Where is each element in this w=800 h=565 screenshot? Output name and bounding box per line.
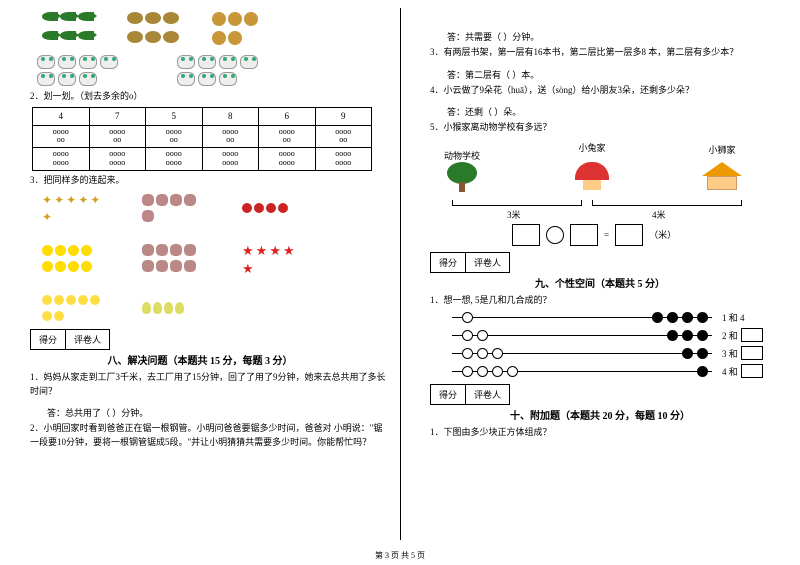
equals-sign: =	[604, 230, 609, 240]
frog-pictures	[37, 55, 388, 86]
grader-label-9: 评卷人	[465, 252, 510, 273]
equation-row: = （米）	[512, 224, 788, 246]
score-box-9: 得分 评卷人	[430, 252, 788, 273]
dl-4: 4 和	[722, 365, 738, 378]
cell-r2-6: oooooo	[315, 125, 372, 148]
stars-group: ✦✦✦✦✦✦	[42, 193, 102, 223]
question-9-1: 1．想一想, 5是几和几合成的？	[430, 294, 788, 308]
eq-box-2[interactable]	[570, 224, 598, 246]
cell-r3-3: oooooooo	[146, 148, 203, 171]
rabbit-house: 小兔家	[572, 139, 612, 196]
dots-line-4	[452, 371, 712, 372]
chicken-group	[212, 12, 272, 47]
smileys-group	[42, 243, 102, 273]
dl-2: 2 和	[722, 329, 738, 342]
score-label-9: 得分	[430, 252, 465, 273]
cell-h5: 6	[259, 107, 316, 125]
question-8-1: 1．妈妈从家走到工厂3千米，去工厂用了15分钟，回了了用了9分钟，她来去总共用了…	[30, 371, 388, 398]
score-box-10: 得分 评卷人	[430, 384, 788, 405]
dl-3: 3 和	[722, 347, 738, 360]
score-label-10: 得分	[430, 384, 465, 405]
dots-line-1	[452, 317, 712, 318]
school-house: 动物学校	[442, 147, 482, 196]
cell-h1: 4	[33, 107, 90, 125]
score-label: 得分	[30, 329, 65, 350]
pears-group	[142, 293, 202, 323]
fish-group	[42, 12, 102, 47]
question-2: 2．划一划。（划去多余的o）	[30, 90, 388, 104]
eq-box-3[interactable]	[615, 224, 643, 246]
score-box-8: 得分 评卷人	[30, 329, 388, 350]
duck-group	[127, 12, 187, 47]
cell-r3-1: oooooooo	[33, 148, 90, 171]
page-footer: 第 3 页 共 5 页	[0, 550, 800, 561]
question-8-5: 5．小猴家离动物学校有多远？	[430, 121, 788, 135]
right-column: 答：共需要（ ）分钟。 3．有两层书架，第一层有16本书，第二层比第一层多8 本…	[400, 0, 800, 565]
grader-label: 评卷人	[65, 329, 110, 350]
question-8-2: 2．小明回家时看到爸爸正在锯一根钢管。小明问爸爸要锯多少时间，爸爸对 小明说："…	[30, 422, 388, 449]
cell-r3-2: oooooooo	[89, 148, 146, 171]
apples-group	[242, 193, 302, 223]
dl-1: 1 和 4	[722, 311, 745, 324]
dots-line-3	[452, 353, 712, 354]
answer-8-4: 答：还剩（ ）朵。	[447, 105, 788, 118]
bears-group	[142, 243, 202, 273]
house-diagram: 动物学校 小兔家 小狮家	[442, 139, 742, 196]
question-10-1: 1．下图由多少块正方体组成？	[430, 426, 788, 440]
cell-r2-4: oooooo	[202, 125, 259, 148]
cell-r2-5: oooooo	[259, 125, 316, 148]
cell-r3-4: oooooooo	[202, 148, 259, 171]
animal-pictures	[42, 12, 388, 47]
question-8-3: 3．有两层书架，第一层有16本书，第二层比第一层多8 本，第二层有多少本？	[430, 46, 788, 60]
cell-h3: 5	[146, 107, 203, 125]
section-10-title: 十、附加题（本题共 20 分，每题 10 分）	[412, 407, 788, 422]
cell-r2-1: oooooo	[33, 125, 90, 148]
answer-8-3: 答：第二层有（ ）本。	[447, 68, 788, 81]
answer-8-2: 答：共需要（ ）分钟。	[447, 30, 788, 43]
redstars-group: ★★★★★	[242, 243, 302, 273]
cell-h4: 8	[202, 107, 259, 125]
cell-h6: 9	[315, 107, 372, 125]
question-8-4: 4．小云做了9朵花（huā），送（sòng）给小朋友3朵，还剩多少朵？	[430, 84, 788, 98]
ans-box-4[interactable]	[741, 364, 763, 378]
grader-label-10: 评卷人	[465, 384, 510, 405]
chicks-group	[42, 293, 102, 323]
cell-h2: 7	[89, 107, 146, 125]
cell-r3-6: oooooooo	[315, 148, 372, 171]
lion-house: 小狮家	[702, 141, 742, 196]
cell-r2-2: oooooo	[89, 125, 146, 148]
bugs-group	[142, 193, 202, 223]
cell-r2-3: oooooo	[146, 125, 203, 148]
eq-op[interactable]	[546, 226, 564, 244]
dist-3m: 3米	[507, 208, 521, 221]
left-column: 2．划一划。（划去多余的o） 4 7 5 8 6 9 oooooo oooooo…	[0, 0, 400, 565]
answer-8-1: 答：总共用了（ ）分钟。	[47, 406, 388, 419]
dots-diagram: 1 和 4 2 和 3 和 4 和	[412, 311, 788, 378]
section-8-title: 八、解决问题（本题共 15 分，每题 3 分）	[12, 352, 388, 367]
matching-pictures: ✦✦✦✦✦✦ ★★★★★	[42, 193, 362, 323]
distance-brackets: 3米 4米	[442, 198, 758, 218]
ans-box-2[interactable]	[741, 328, 763, 342]
cross-out-table: 4 7 5 8 6 9 oooooo oooooo oooooo oooooo …	[32, 107, 372, 171]
ans-box-3[interactable]	[741, 346, 763, 360]
dots-line-2	[452, 335, 712, 336]
cell-r3-5: oooooooo	[259, 148, 316, 171]
dist-4m: 4米	[652, 208, 666, 221]
question-3: 3．把同样多的连起来。	[30, 174, 388, 188]
section-9-title: 九、个性空间（本题共 5 分）	[412, 275, 788, 290]
eq-box-1[interactable]	[512, 224, 540, 246]
eq-unit: （米）	[649, 228, 676, 241]
